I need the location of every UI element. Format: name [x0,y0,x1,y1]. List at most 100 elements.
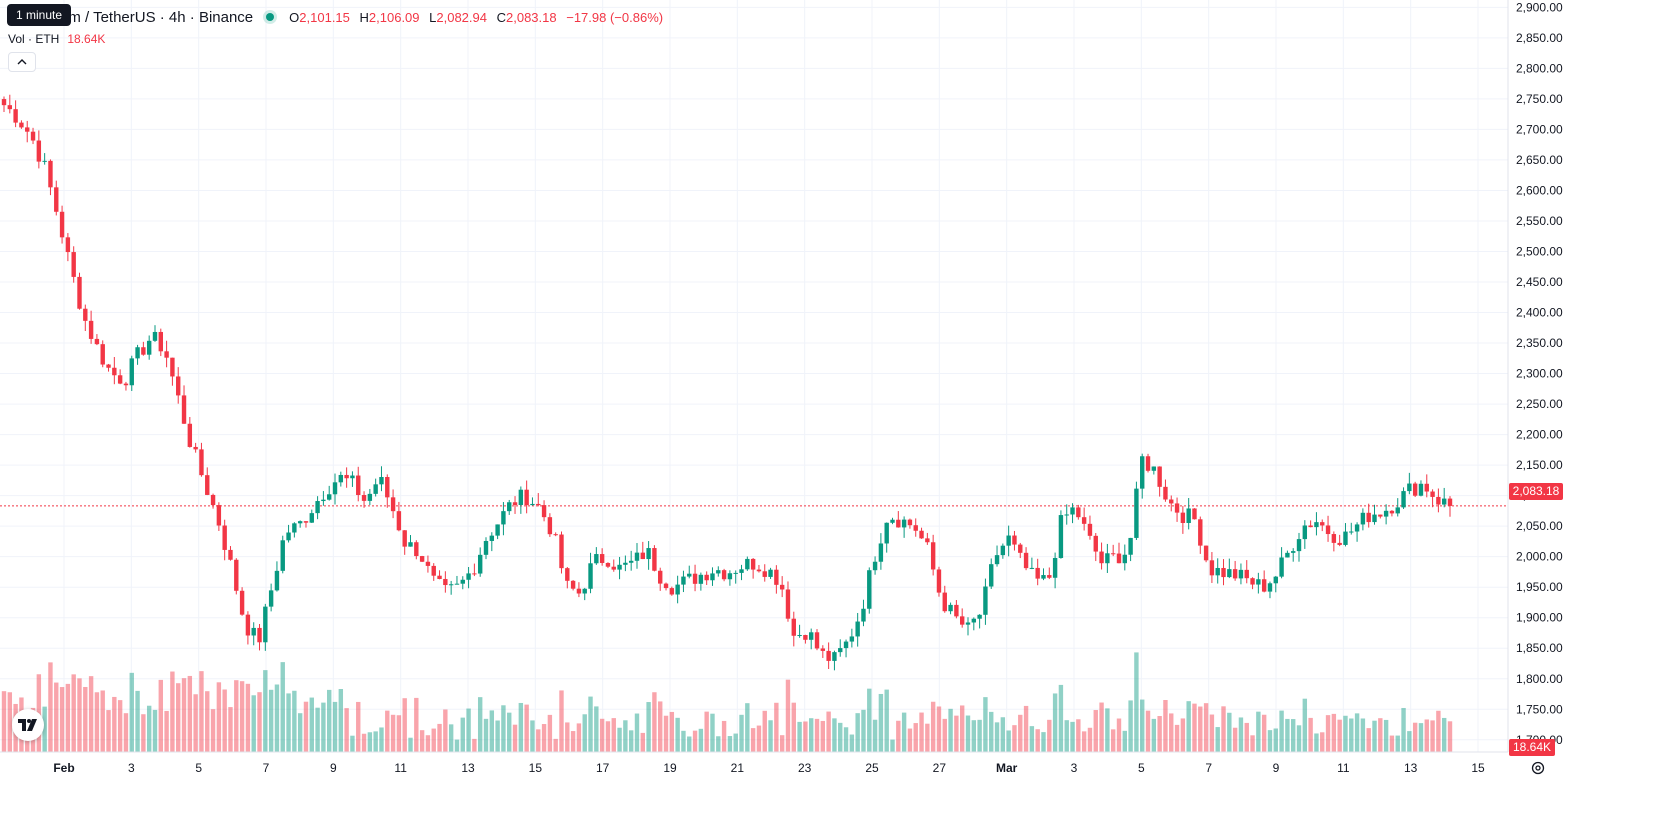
price-tick-label: 1,850.00 [1516,641,1563,655]
candle-body [1145,456,1151,471]
candle-body [1395,507,1400,514]
candle-body [913,525,918,531]
volume-bar [100,690,105,752]
volume-bar [994,722,1000,752]
time-tick-label: 11 [394,761,407,775]
candle-body [681,576,686,585]
volume-bar [791,702,796,752]
volume-bar [1209,714,1215,752]
volume-bar [541,724,547,752]
volume-bar [1099,702,1104,752]
candle-body [930,542,936,570]
collapse-legend-button[interactable] [8,52,36,72]
volume-bar [129,672,134,752]
candle-body [170,357,175,377]
candle-body [919,530,924,539]
tradingview-logo[interactable] [12,709,44,741]
candle-body [7,105,13,110]
volume-bar [832,718,837,752]
volume-bar [1186,701,1191,752]
volume-bar [135,690,140,752]
volume-bar [1006,730,1011,752]
candle-body [588,563,593,589]
volume-bar [971,720,977,752]
candle-body [356,475,361,496]
candle-body [745,558,750,570]
time-tick-label: 3 [128,761,135,775]
volume-bar [344,708,349,752]
time-tick-label: 13 [461,761,475,775]
volume-bar [628,730,634,752]
symbol-title[interactable]: um / TetherUS · 4h · Binance [60,8,254,26]
candle-body [385,477,390,498]
symbol-legend[interactable]: um / TetherUS · 4h · Binance O2,101.15 H… [10,6,663,28]
volume-bar [762,710,767,752]
time-tick-label: 25 [865,761,879,775]
candlesticks [1,94,1453,671]
candle-body [263,606,268,643]
candle-body [1122,554,1127,564]
candle-body [152,331,158,341]
volume-bar [785,679,791,752]
volume-bar [454,739,460,752]
volume-bar [1064,720,1069,752]
time-tick-label: 27 [933,761,947,775]
time-tick-label: 19 [663,761,677,775]
volume-bar [896,720,901,752]
candle-body [1052,557,1058,578]
volume-bar [1029,726,1035,752]
candle-body [1302,525,1308,540]
volume-bar [925,723,930,752]
volume-bar [1366,728,1371,752]
price-tick-label: 2,300.00 [1516,367,1563,381]
candle-body [971,618,977,623]
candle-body [1441,498,1447,505]
candle-body [1279,557,1284,577]
volume-legend[interactable]: Vol · ETH 18.64K [8,32,105,46]
volume-bar [559,690,564,752]
volume-bar [373,731,378,752]
candle-body [274,570,280,591]
volume-bar [379,727,384,752]
gear-icon[interactable] [1530,760,1546,776]
candle-body [530,503,535,506]
candle-body [716,570,721,574]
candle-body [1116,553,1122,564]
candle-body [112,367,117,376]
volume-bar [1291,719,1296,752]
volume-bar [1035,729,1040,752]
volume-bar [146,705,152,752]
volume-bar [727,736,733,752]
candle-body [460,579,465,584]
volume-bar [1325,715,1331,752]
candle-body [1029,567,1035,569]
volume-bar [901,712,907,752]
candle-body [936,569,942,593]
price-axis: 1,700.001,750.001,800.001,850.001,900.00… [1507,0,1563,752]
time-axis: Feb 3 5 7 9 11 13 15 17 19 21 23 25 27 Mar 3 5 7 9 11 13 15 [0,751,1508,775]
volume-bar [466,708,471,752]
volume-bar [1331,713,1337,752]
volume-axis-label: 18.64K [1509,739,1555,756]
volume-bar [623,720,628,752]
candle-body [361,495,367,501]
volume-bar [495,720,500,752]
volume-bar [907,728,913,752]
candle-body [838,648,843,653]
volume-bar [948,708,953,752]
volume-bar [1163,699,1168,752]
candle-body [280,540,285,571]
volume-bar [675,717,680,752]
volume-bar [483,718,489,752]
candle-body [768,569,773,577]
candle-body [332,482,338,495]
candle-body [948,604,953,612]
volume-bar [1273,728,1278,752]
price-tick-label: 2,200.00 [1516,428,1563,442]
volume-bar [611,718,616,752]
candle-body [774,569,779,585]
candle-body [942,592,947,612]
candle-body [344,474,349,479]
volume-bar [251,695,256,752]
